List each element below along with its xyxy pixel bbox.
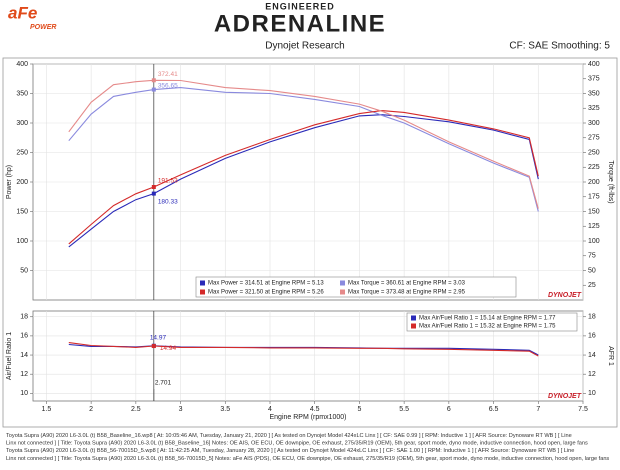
x-tick-label: 7.5 bbox=[578, 406, 588, 413]
legend-swatch bbox=[200, 280, 205, 286]
cursor-marker bbox=[151, 191, 156, 196]
y2-tick-label: 375 bbox=[588, 76, 600, 83]
y-tick-label: 100 bbox=[16, 238, 28, 245]
x-tick-label: 4.5 bbox=[310, 406, 320, 413]
x-tick-label: 5.5 bbox=[399, 406, 409, 413]
x-tick-label: 1.5 bbox=[42, 406, 52, 413]
dynojet-logo: DYNOJET bbox=[548, 292, 582, 299]
y2-tick-label: 16 bbox=[588, 333, 596, 340]
x-tick-label: 3.5 bbox=[220, 406, 230, 413]
run-info: Linx not connected ] [ Title: Toyota Sup… bbox=[6, 441, 588, 447]
cursor-value: 372.41 bbox=[158, 71, 178, 78]
y-axis-title: Power (hp) bbox=[6, 165, 13, 199]
y2-axis-title: AFR 1 bbox=[607, 346, 614, 366]
y-tick-label: 14 bbox=[20, 352, 28, 359]
y2-tick-label: 12 bbox=[588, 371, 596, 378]
y-tick-label: 250 bbox=[16, 149, 28, 156]
y-tick-label: 12 bbox=[20, 371, 28, 378]
legend-swatch bbox=[200, 289, 205, 295]
x-tick-label: 4 bbox=[268, 406, 272, 413]
tagline: ENGINEERED bbox=[265, 1, 335, 11]
y2-tick-label: 10 bbox=[588, 390, 596, 397]
legend-label: Max Power = 314.51 at Engine RPM = 5.13 bbox=[208, 281, 324, 287]
cursor-x: 2.701 bbox=[155, 380, 172, 387]
y2-tick-label: 200 bbox=[588, 179, 600, 186]
y2-tick-label: 100 bbox=[588, 238, 600, 245]
legend-label: Max Power = 321.50 at Engine RPM = 5.26 bbox=[208, 290, 324, 296]
x-tick-label: 7 bbox=[536, 406, 540, 413]
data-line bbox=[68, 110, 539, 245]
cursor-value: 14.97 bbox=[150, 334, 167, 341]
legend-swatch bbox=[340, 280, 345, 286]
legend-label: Max Torque = 373.48 at Engine RPM = 2.95 bbox=[348, 290, 466, 296]
y2-tick-label: 225 bbox=[588, 164, 600, 171]
cursor-marker bbox=[151, 78, 156, 83]
y2-axis-title: Torque (ft-lbs) bbox=[607, 160, 614, 203]
data-line bbox=[68, 342, 539, 357]
settings: CF: SAE Smoothing: 5 bbox=[509, 41, 610, 52]
legend-label: Max Air/Fuel Ratio 1 = 15.32 at Engine R… bbox=[419, 324, 556, 330]
run-info: Toyota Supra (A90) 2020 L6-3.0L (t) B58_… bbox=[6, 448, 574, 454]
x-axis-title: Engine RPM (rpmx1000) bbox=[269, 414, 346, 421]
logo: aFe bbox=[8, 3, 37, 22]
y2-tick-label: 325 bbox=[588, 105, 600, 112]
y2-tick-label: 175 bbox=[588, 194, 600, 201]
y2-tick-label: 25 bbox=[588, 282, 596, 289]
data-line bbox=[68, 114, 539, 248]
x-tick-label: 6 bbox=[447, 406, 451, 413]
y-tick-label: 150 bbox=[16, 208, 28, 215]
legend bbox=[195, 276, 517, 298]
y2-tick-label: 14 bbox=[588, 352, 596, 359]
data-line bbox=[68, 87, 539, 212]
y-tick-label: 350 bbox=[16, 90, 28, 97]
brand-title: ADRENALINE bbox=[214, 10, 386, 37]
x-tick-label: 2 bbox=[89, 406, 93, 413]
y2-tick-label: 18 bbox=[588, 314, 596, 321]
cursor-value: 191.53 bbox=[158, 178, 178, 185]
y2-tick-label: 400 bbox=[588, 61, 600, 68]
y2-tick-label: 50 bbox=[588, 267, 596, 274]
legend-label: Max Air/Fuel Ratio 1 = 15.14 at Engine R… bbox=[419, 316, 556, 322]
cursor-value: 180.33 bbox=[158, 198, 178, 205]
x-tick-label: 2.5 bbox=[131, 406, 141, 413]
frame bbox=[2, 57, 618, 428]
y2-tick-label: 75 bbox=[588, 253, 596, 260]
y-tick-label: 200 bbox=[16, 179, 28, 186]
subtitle: Dynojet Research bbox=[265, 41, 344, 52]
cursor-value: 14.94 bbox=[160, 345, 177, 352]
y2-tick-label: 350 bbox=[588, 90, 600, 97]
x-tick-label: 5 bbox=[357, 406, 361, 413]
y2-tick-label: 150 bbox=[588, 208, 600, 215]
legend-swatch bbox=[411, 323, 416, 329]
y-tick-label: 300 bbox=[16, 120, 28, 127]
cursor-marker bbox=[151, 344, 156, 349]
x-tick-label: 3 bbox=[179, 406, 183, 413]
y2-tick-label: 300 bbox=[588, 120, 600, 127]
y-tick-label: 18 bbox=[20, 314, 28, 321]
legend bbox=[406, 312, 578, 332]
dynojet-logo: DYNOJET bbox=[548, 393, 582, 400]
x-tick-label: 6.5 bbox=[489, 406, 499, 413]
cursor-marker bbox=[151, 87, 156, 92]
run-info: Toyota Supra (A90) 2020 L6-3.0L (t) B58_… bbox=[6, 433, 572, 439]
legend-swatch bbox=[411, 315, 416, 321]
y2-tick-label: 275 bbox=[588, 135, 600, 142]
y-tick-label: 50 bbox=[20, 267, 28, 274]
legend-label: Max Torque = 360.61 at Engine RPM = 3.03 bbox=[348, 281, 466, 287]
cursor-marker bbox=[151, 184, 156, 189]
y-tick-label: 400 bbox=[16, 61, 28, 68]
y-tick-label: 16 bbox=[20, 333, 28, 340]
y-axis-title: Air/Fuel Ratio 1 bbox=[6, 332, 13, 380]
run-info: Linx not connected ] [ Title: Toyota Sup… bbox=[6, 456, 609, 462]
legend-swatch bbox=[340, 289, 345, 295]
cursor-value: 356.65 bbox=[158, 82, 178, 89]
data-line bbox=[68, 79, 539, 209]
logo-sub: POWER bbox=[30, 24, 56, 31]
y2-tick-label: 125 bbox=[588, 223, 600, 230]
y-tick-label: 10 bbox=[20, 390, 28, 397]
y2-tick-label: 250 bbox=[588, 149, 600, 156]
